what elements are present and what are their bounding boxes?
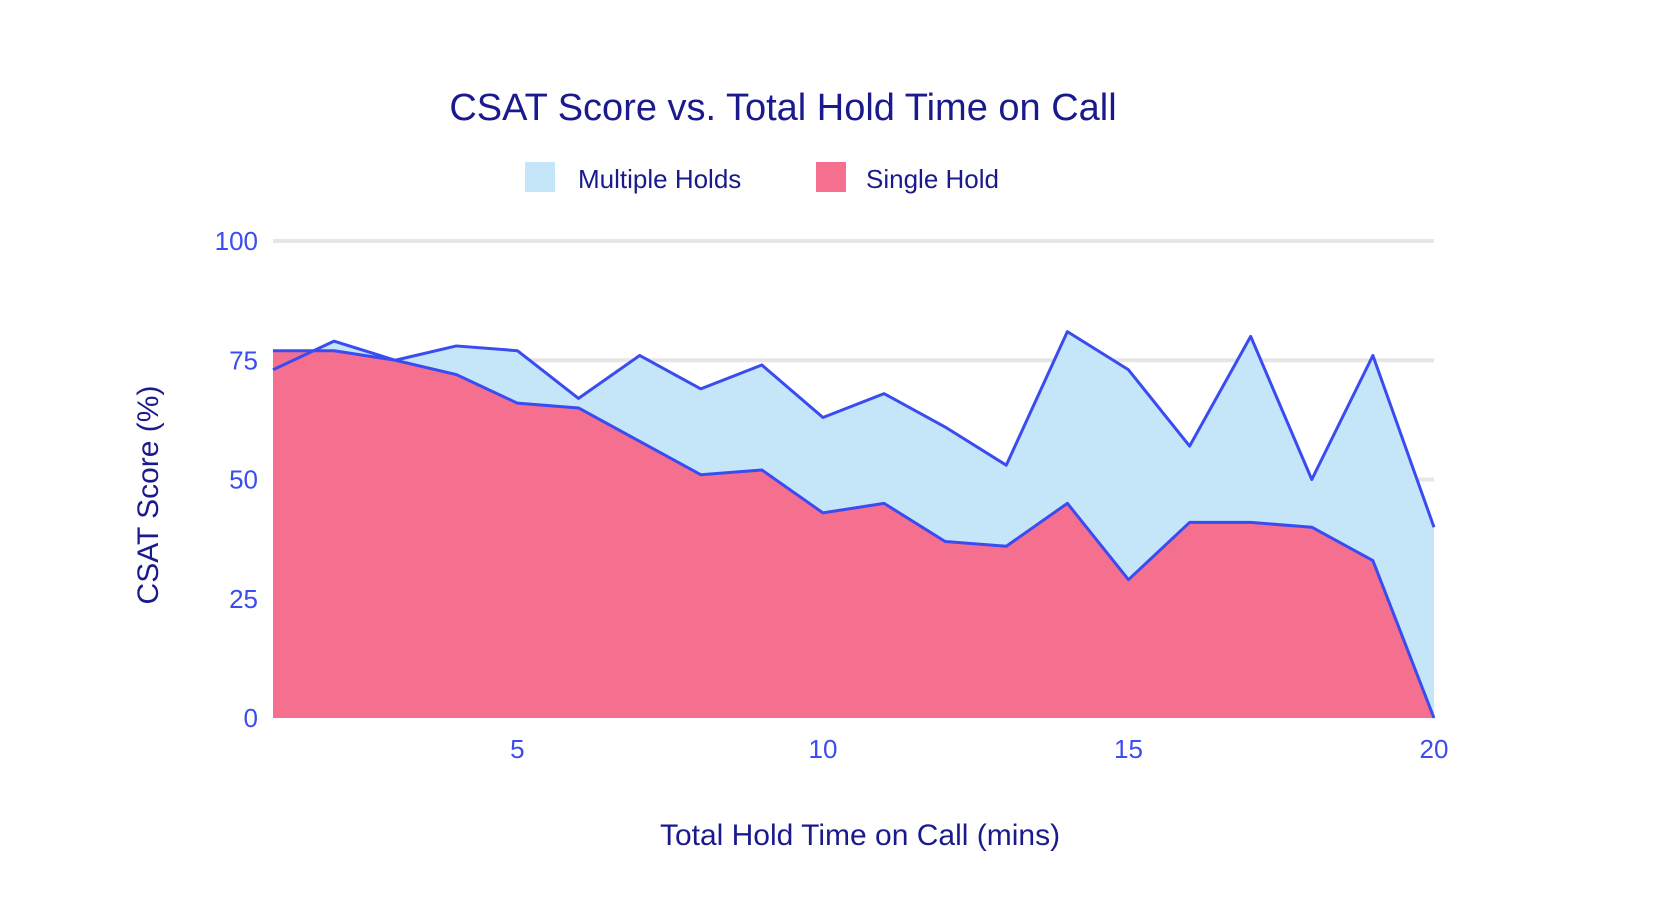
legend: Multiple Holds Single Hold <box>525 162 999 194</box>
y-tick-0: 0 <box>244 703 258 733</box>
area-single-hold[interactable] <box>273 350 1434 718</box>
point-multiple-holds-5[interactable] <box>511 345 523 357</box>
legend-label-single-hold[interactable]: Single Hold <box>866 164 999 194</box>
x-tick-20: 20 <box>1420 734 1449 764</box>
point-multiple-holds-1[interactable] <box>267 364 279 376</box>
x-tick-15: 15 <box>1114 734 1143 764</box>
point-multiple-holds-19[interactable] <box>1367 349 1379 361</box>
point-multiple-holds-15[interactable] <box>1122 364 1134 376</box>
line-multiple-holds[interactable] <box>272 330 1436 528</box>
point-single-hold-9[interactable] <box>756 464 768 476</box>
point-multiple-holds-8[interactable] <box>695 383 707 395</box>
point-multiple-holds-14[interactable] <box>1061 326 1073 338</box>
y-tick-75: 75 <box>229 345 258 375</box>
point-multiple-holds-7[interactable] <box>634 349 646 361</box>
legend-swatch-single-hold <box>816 162 846 192</box>
point-multiple-holds-20[interactable] <box>1428 521 1440 533</box>
plot-areas <box>273 331 1434 718</box>
point-single-hold-3[interactable] <box>389 354 401 366</box>
legend-label-multiple-holds[interactable]: Multiple Holds <box>578 164 741 194</box>
x-axis-ticks: 5 10 15 20 <box>510 734 1448 764</box>
point-single-hold-5[interactable] <box>511 397 523 409</box>
point-multiple-holds-12[interactable] <box>939 421 951 433</box>
point-single-hold-13[interactable] <box>1000 540 1012 552</box>
point-single-hold-16[interactable] <box>1184 516 1196 528</box>
point-multiple-holds-11[interactable] <box>878 388 890 400</box>
point-single-hold-11[interactable] <box>878 497 890 509</box>
point-multiple-holds-17[interactable] <box>1245 330 1257 342</box>
point-single-hold-17[interactable] <box>1245 516 1257 528</box>
y-axis-ticks: 0 25 50 75 100 <box>215 226 258 733</box>
point-single-hold-15[interactable] <box>1122 574 1134 586</box>
point-single-hold-7[interactable] <box>634 435 646 447</box>
y-tick-25: 25 <box>229 584 258 614</box>
chart-title: CSAT Score vs. Total Hold Time on Call <box>449 87 1116 129</box>
point-multiple-holds-18[interactable] <box>1306 474 1318 486</box>
point-multiple-holds-16[interactable] <box>1184 440 1196 452</box>
point-single-hold-4[interactable] <box>450 369 462 381</box>
point-single-hold-19[interactable] <box>1367 555 1379 567</box>
point-multiple-holds-9[interactable] <box>756 359 768 371</box>
point-single-hold-8[interactable] <box>695 469 707 481</box>
y-tick-100: 100 <box>215 226 258 256</box>
y-tick-50: 50 <box>229 465 258 495</box>
point-single-hold-6[interactable] <box>573 402 585 414</box>
y-axis-title: CSAT Score (%) <box>132 386 165 605</box>
line-single-hold[interactable] <box>273 349 1436 719</box>
point-single-hold-20[interactable] <box>1428 712 1440 724</box>
x-axis-title: Total Hold Time on Call (mins) <box>660 819 1060 852</box>
point-single-hold-10[interactable] <box>817 507 829 519</box>
point-single-hold-12[interactable] <box>939 536 951 548</box>
point-single-hold-2[interactable] <box>328 345 340 357</box>
point-single-hold-1[interactable] <box>267 345 279 357</box>
x-tick-10: 10 <box>808 734 837 764</box>
point-multiple-holds-10[interactable] <box>817 411 829 423</box>
point-single-hold-18[interactable] <box>1306 521 1318 533</box>
legend-swatch-multiple-holds <box>525 162 555 192</box>
point-multiple-holds-13[interactable] <box>1000 459 1012 471</box>
point-single-hold-14[interactable] <box>1061 497 1073 509</box>
plot-lines <box>267 326 1440 724</box>
x-tick-5: 5 <box>510 734 524 764</box>
point-multiple-holds-4[interactable] <box>450 340 462 352</box>
